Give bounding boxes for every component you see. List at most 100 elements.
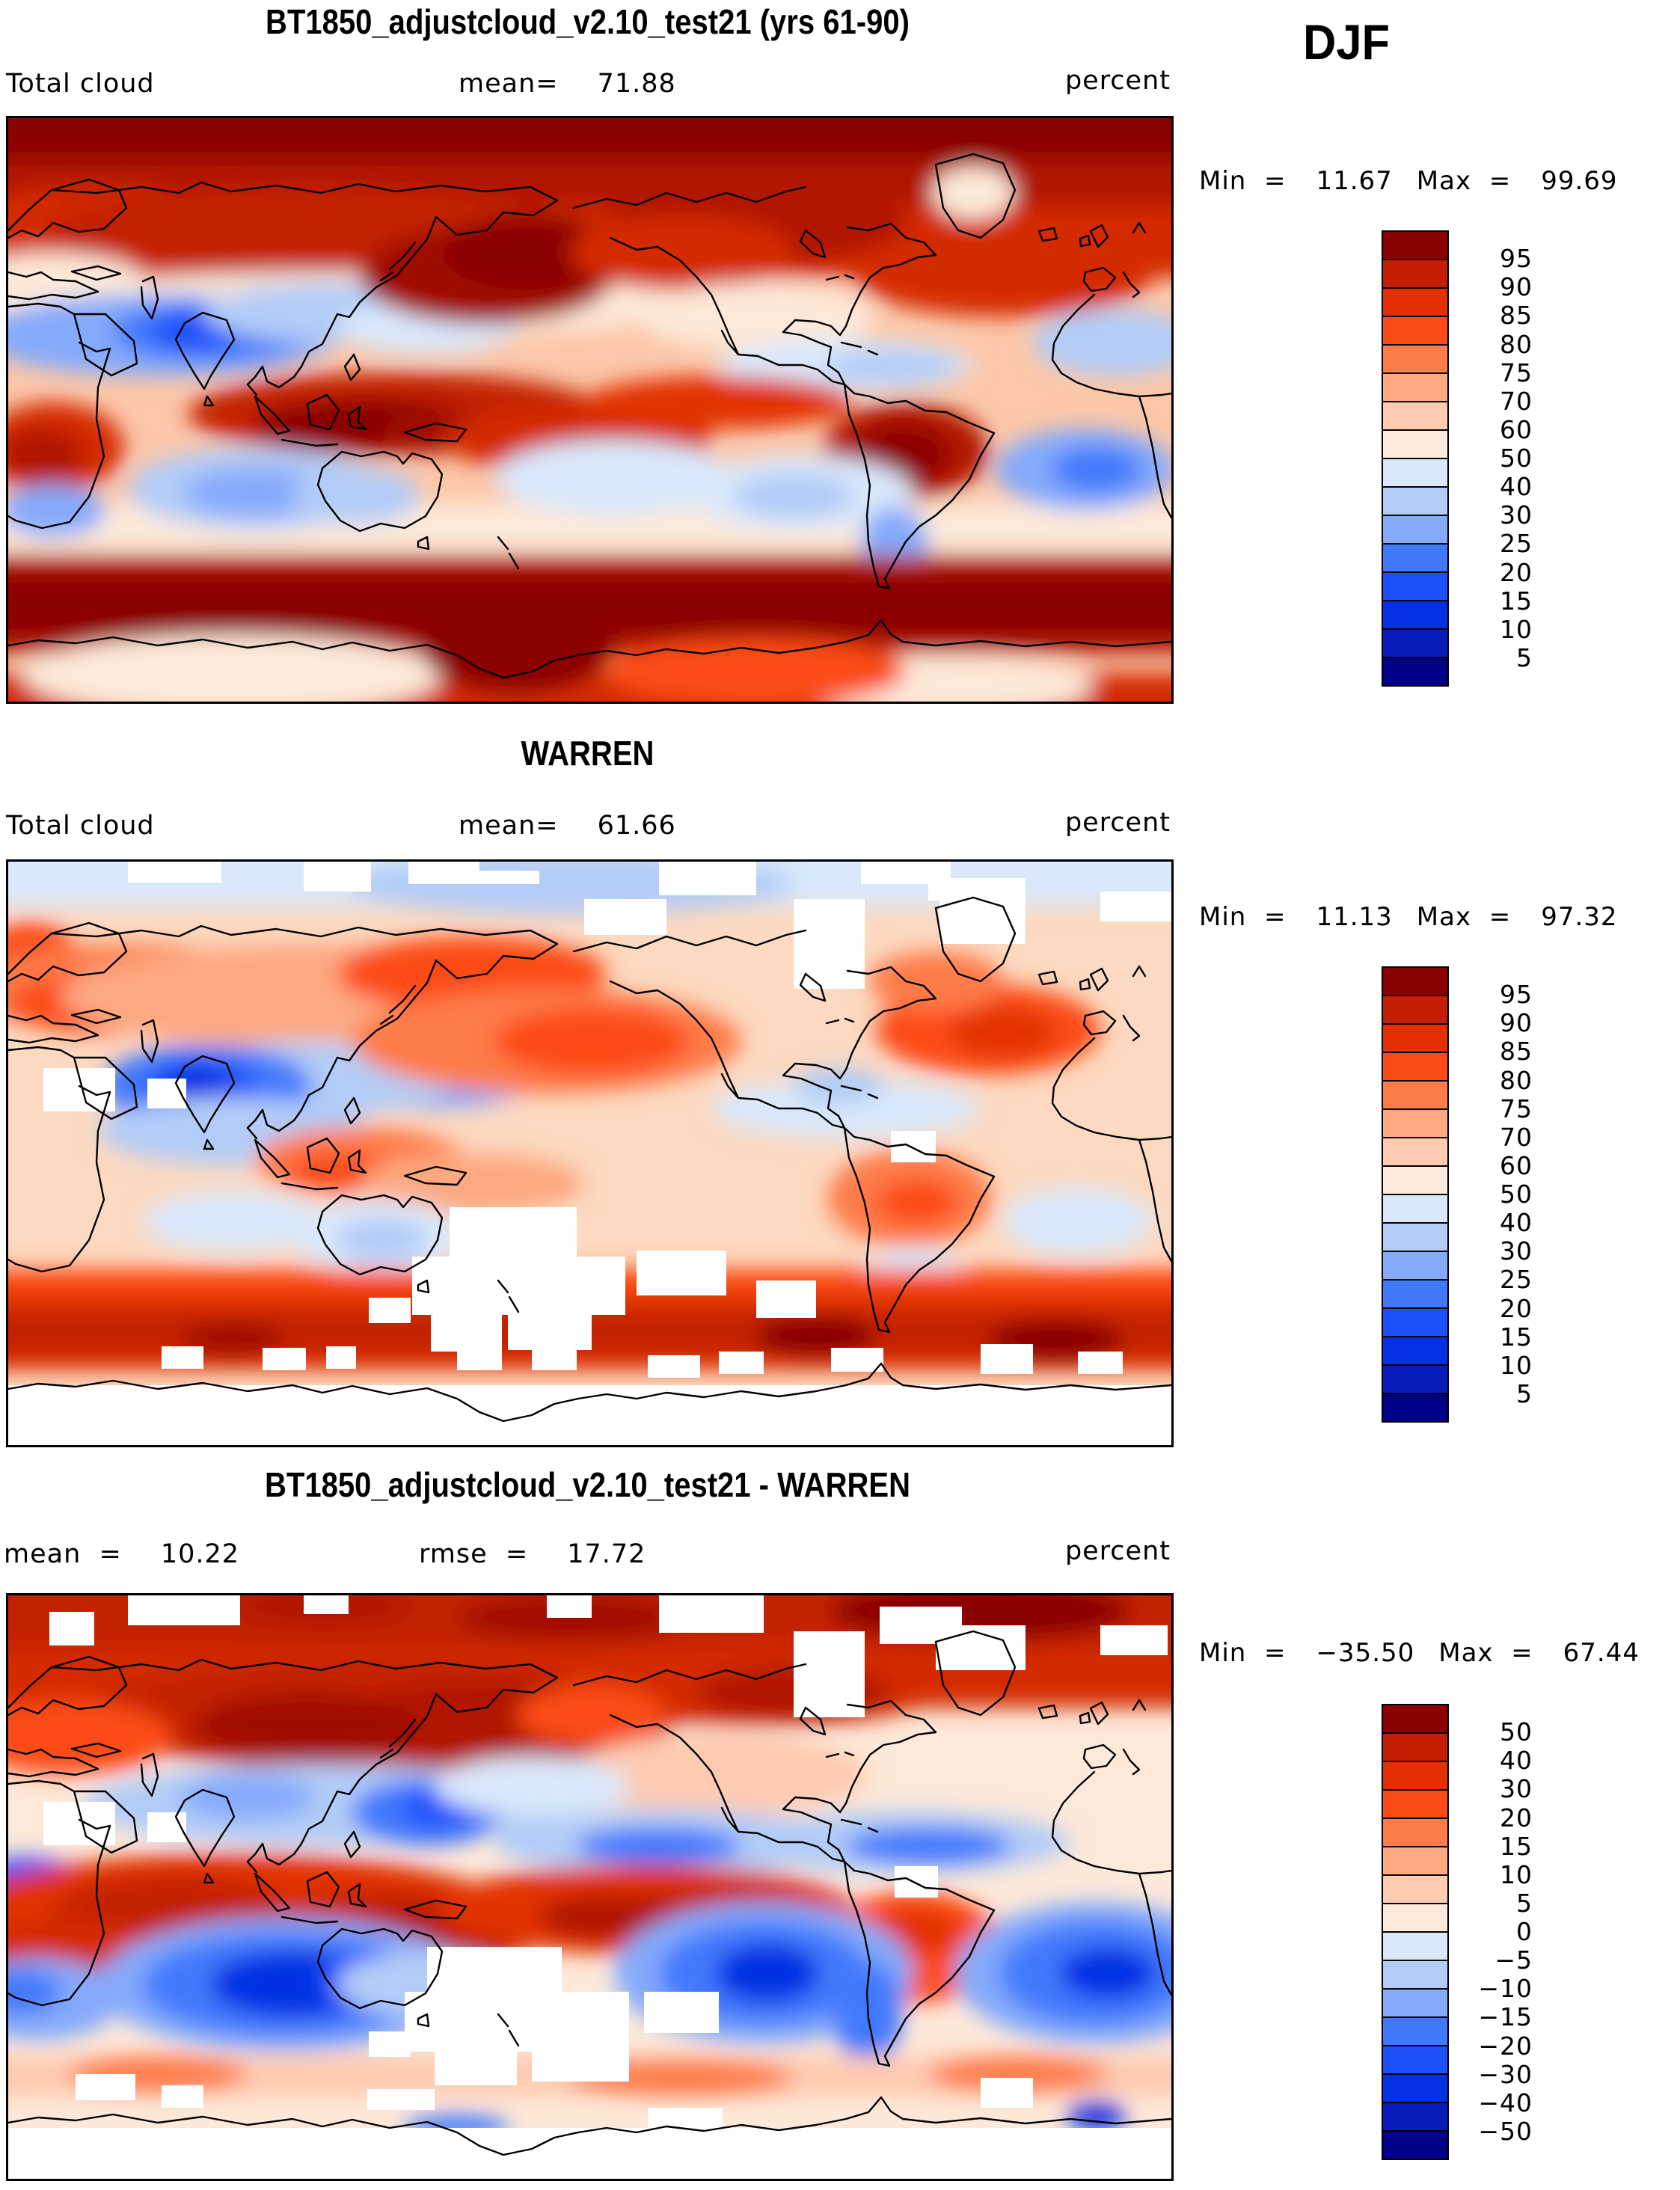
min-value: −35.50 [1316,1638,1415,1668]
colorbar-tick: 50 [1500,1717,1533,1747]
colorbar-ticks: 95 90 85 80 75 70 60 50 40 30 25 20 15 10 5 [1465,230,1533,687]
colorbar-segment [1383,630,1447,658]
season-label: DJF [1303,14,1390,70]
colorbar-segment [1383,1252,1447,1280]
colorbar-segment [1383,1110,1447,1138]
max-label: Max = [1416,902,1512,932]
colorbar-segment [1383,2075,1447,2103]
colorbar-tick: 25 [1500,529,1533,559]
min-value: 11.13 [1316,902,1393,932]
colorbar-segment [1383,1138,1447,1167]
colorbar-tick: 40 [1500,472,1533,502]
rmse-label: rmse = [419,1539,529,1569]
panel2-colorbar: 95 90 85 80 75 70 60 50 40 30 25 20 15 10 5 [1382,966,1561,1453]
colorbar-tick: 80 [1500,329,1533,359]
colorbar-segment [1383,459,1447,488]
panel1-minmax: Min = 11.67 Max = 99.69 [1199,166,1618,196]
panel3-colorbar: 50 40 30 20 15 10 5 0 −5 −10 −15 −20 −30 −40 −50 [1382,1704,1561,2190]
colorbar-segment [1383,1705,1447,1734]
colorbar-segment [1383,488,1447,516]
colorbar-tick: 30 [1500,500,1533,530]
colorbar-segment [1383,317,1447,346]
colorbar-segment [1383,289,1447,317]
colorbar-tick: 85 [1500,301,1533,331]
colorbar-segment [1383,346,1447,374]
colorbar-tick: −40 [1478,2088,1533,2117]
colorbar-segment [1383,996,1447,1025]
colorbar-tick: 20 [1500,1803,1533,1832]
mean-label: mean= [459,811,559,841]
colorbar-segment [1383,1195,1447,1224]
colorbar-tick: 5 [1516,1888,1533,1918]
panel1-units-label: percent [1064,66,1171,96]
colorbar-tick: 10 [1500,1350,1533,1380]
model-map-frame [6,116,1174,704]
colorbar-scale [1382,966,1449,1423]
colorbar-tick: 20 [1500,557,1533,587]
colorbar-tick: 50 [1500,444,1533,473]
panel1-mean-group: mean= 71.88 [459,69,676,99]
colorbar-segment [1383,601,1447,630]
colorbar-segment [1383,1734,1447,1762]
colorbar-tick: 75 [1500,1094,1533,1123]
colorbar-segment [1383,516,1447,545]
difference-map [8,1595,1171,2179]
colorbar-segment [1383,1876,1447,1904]
colorbar-tick: −30 [1478,2059,1533,2089]
colorbar-segment [1383,1366,1447,1394]
colorbar-tick: 5 [1516,642,1533,672]
colorbar-tick: 75 [1500,358,1533,387]
warren-map-frame [6,859,1174,1447]
colorbar-segment [1383,1337,1447,1366]
mean-label: mean = [4,1539,122,1569]
colorbar-segment [1383,1762,1447,1791]
min-label: Min = [1199,902,1287,932]
mean-value: 71.88 [597,69,676,99]
model-map [8,118,1171,702]
colorbar-segment [1383,1309,1447,1337]
colorbar-segment [1383,573,1447,601]
colorbar-tick: −10 [1478,1974,1533,2004]
colorbar-segment [1383,968,1447,996]
colorbar-tick: 70 [1500,1122,1533,1152]
min-label: Min = [1199,1638,1287,1668]
panel3-title: BT1850_adjustcloud_v2.10_test21 - WARREN [265,1465,910,1504]
colorbar-segment [1383,1819,1447,1847]
panel1-title: BT1850_adjustcloud_v2.10_test21 (yrs 61-… [266,2,910,41]
colorbar-tick: −5 [1494,1945,1533,1975]
colorbar-tick: 40 [1500,1746,1533,1776]
max-value: 67.44 [1563,1638,1640,1668]
colorbar-segment [1383,1394,1447,1421]
colorbar-tick: 60 [1500,1150,1533,1180]
mean-value: 61.66 [597,811,676,841]
colorbar-segment [1383,1053,1447,1082]
colorbar-scale [1382,1704,1449,2160]
colorbar-segment [1383,431,1447,459]
panel2-mean-group: mean= 61.66 [459,811,676,841]
rmse-value: 17.72 [567,1539,646,1569]
colorbar-tick: 15 [1500,586,1533,616]
colorbar-tick: 0 [1516,1917,1533,1946]
max-value: 97.32 [1541,902,1618,932]
colorbar-tick: 85 [1500,1037,1533,1067]
colorbar-segment [1383,374,1447,402]
mean-label: mean= [459,69,559,99]
colorbar-tick: 20 [1500,1293,1533,1323]
panel3-mean-group: mean = 10.22 [4,1539,239,1569]
colorbar-segment [1383,1224,1447,1252]
mean-value: 10.22 [160,1539,240,1569]
colorbar-segment [1383,2018,1447,2046]
panel3-units-label: percent [1064,1536,1171,1566]
colorbar-tick: 60 [1500,414,1533,444]
colorbar-segment [1383,1280,1447,1309]
panel2-units-label: percent [1064,808,1171,838]
colorbar-tick: 5 [1516,1378,1533,1408]
panel1-variable-label: Total cloud [6,69,155,99]
colorbar-tick: 90 [1500,272,1533,302]
difference-map-frame [6,1593,1174,2181]
colorbar-segment [1383,1082,1447,1110]
colorbar-tick: 15 [1500,1831,1533,1861]
colorbar-tick: 40 [1500,1208,1533,1238]
panel3-rmse-group: rmse = 17.72 [419,1539,646,1569]
